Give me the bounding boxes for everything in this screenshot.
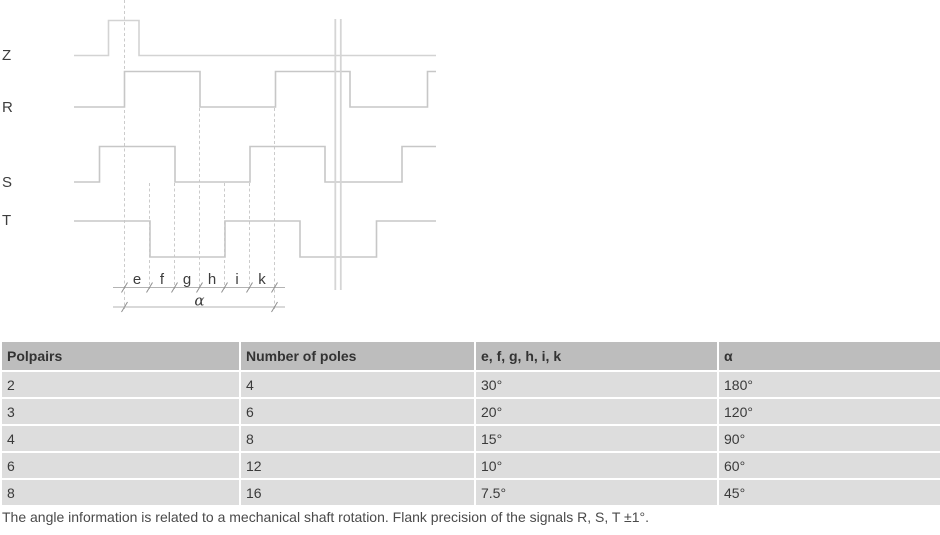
- column-header: Polpairs: [2, 342, 239, 370]
- table-cell: 16: [241, 480, 474, 505]
- table-row: 8 16 7.5° 45°: [2, 480, 940, 505]
- table-cell: 8: [2, 480, 239, 505]
- table-cell: 2: [2, 372, 239, 397]
- dimension-tick: [271, 301, 278, 313]
- column-header: Number of poles: [241, 342, 474, 370]
- timing-diagram: Z R S Te f g h i k α: [2, 0, 436, 313]
- dimension-tick: [196, 282, 203, 293]
- dimension-tick: [221, 282, 228, 293]
- column-header: α: [719, 342, 940, 370]
- table-cell: 8: [241, 426, 474, 451]
- dimension-label: h: [208, 271, 216, 288]
- signal-S-waveform: [74, 145, 436, 183]
- dimension-label: k: [258, 271, 266, 288]
- table-cell: 7.5°: [476, 480, 717, 505]
- table-cell: 60°: [719, 453, 940, 478]
- dimension-tick: [246, 282, 253, 293]
- dimension-label: i: [235, 271, 238, 288]
- table-caption: The angle information is related to a me…: [2, 509, 649, 525]
- table-cell: 4: [2, 426, 239, 451]
- signal-Z-waveform: [74, 19, 436, 57]
- dimension-label: g: [183, 271, 191, 288]
- column-header: e, f, g, h, i, k: [476, 342, 717, 370]
- pole-table-body: 2 4 30° 180° 3 6 20° 120° 4 8 15° 90° 6 12 10° 60° 8 16 7.…: [2, 372, 940, 505]
- dimension-label: f: [160, 271, 165, 288]
- table-cell: 12: [241, 453, 474, 478]
- table-cell: 3: [2, 399, 239, 424]
- table-cell: 20°: [476, 399, 717, 424]
- dimension-tick: [271, 282, 278, 293]
- table-cell: 4: [241, 372, 474, 397]
- signal-Z-label: Z: [2, 47, 11, 64]
- table-cell: 120°: [719, 399, 940, 424]
- dimension-tick: [121, 282, 128, 293]
- table-cell: 90°: [719, 426, 940, 451]
- table-row: 6 12 10° 60°: [2, 453, 940, 478]
- dimension-tick: [171, 282, 178, 293]
- signal-T-waveform: [74, 220, 436, 258]
- table-cell: 30°: [476, 372, 717, 397]
- table-cell: 10°: [476, 453, 717, 478]
- table-row: 4 8 15° 90°: [2, 426, 940, 451]
- signal-S-label: S: [2, 174, 12, 191]
- signal-R-label: R: [2, 99, 13, 116]
- dimension-tick: [146, 282, 153, 293]
- dimension-label: α: [194, 292, 204, 310]
- table-cell: 45°: [719, 480, 940, 505]
- table-cell: 6: [241, 399, 474, 424]
- table-cell: 15°: [476, 426, 717, 451]
- table-cell: 180°: [719, 372, 940, 397]
- table-row: 2 4 30° 180°: [2, 372, 940, 397]
- table-row: 3 6 20° 120°: [2, 399, 940, 424]
- table-cell: 6: [2, 453, 239, 478]
- dimension-label: e: [133, 271, 141, 288]
- signal-R-waveform: [74, 70, 436, 108]
- signal-T-label: T: [2, 212, 11, 229]
- dimension-tick: [121, 301, 128, 313]
